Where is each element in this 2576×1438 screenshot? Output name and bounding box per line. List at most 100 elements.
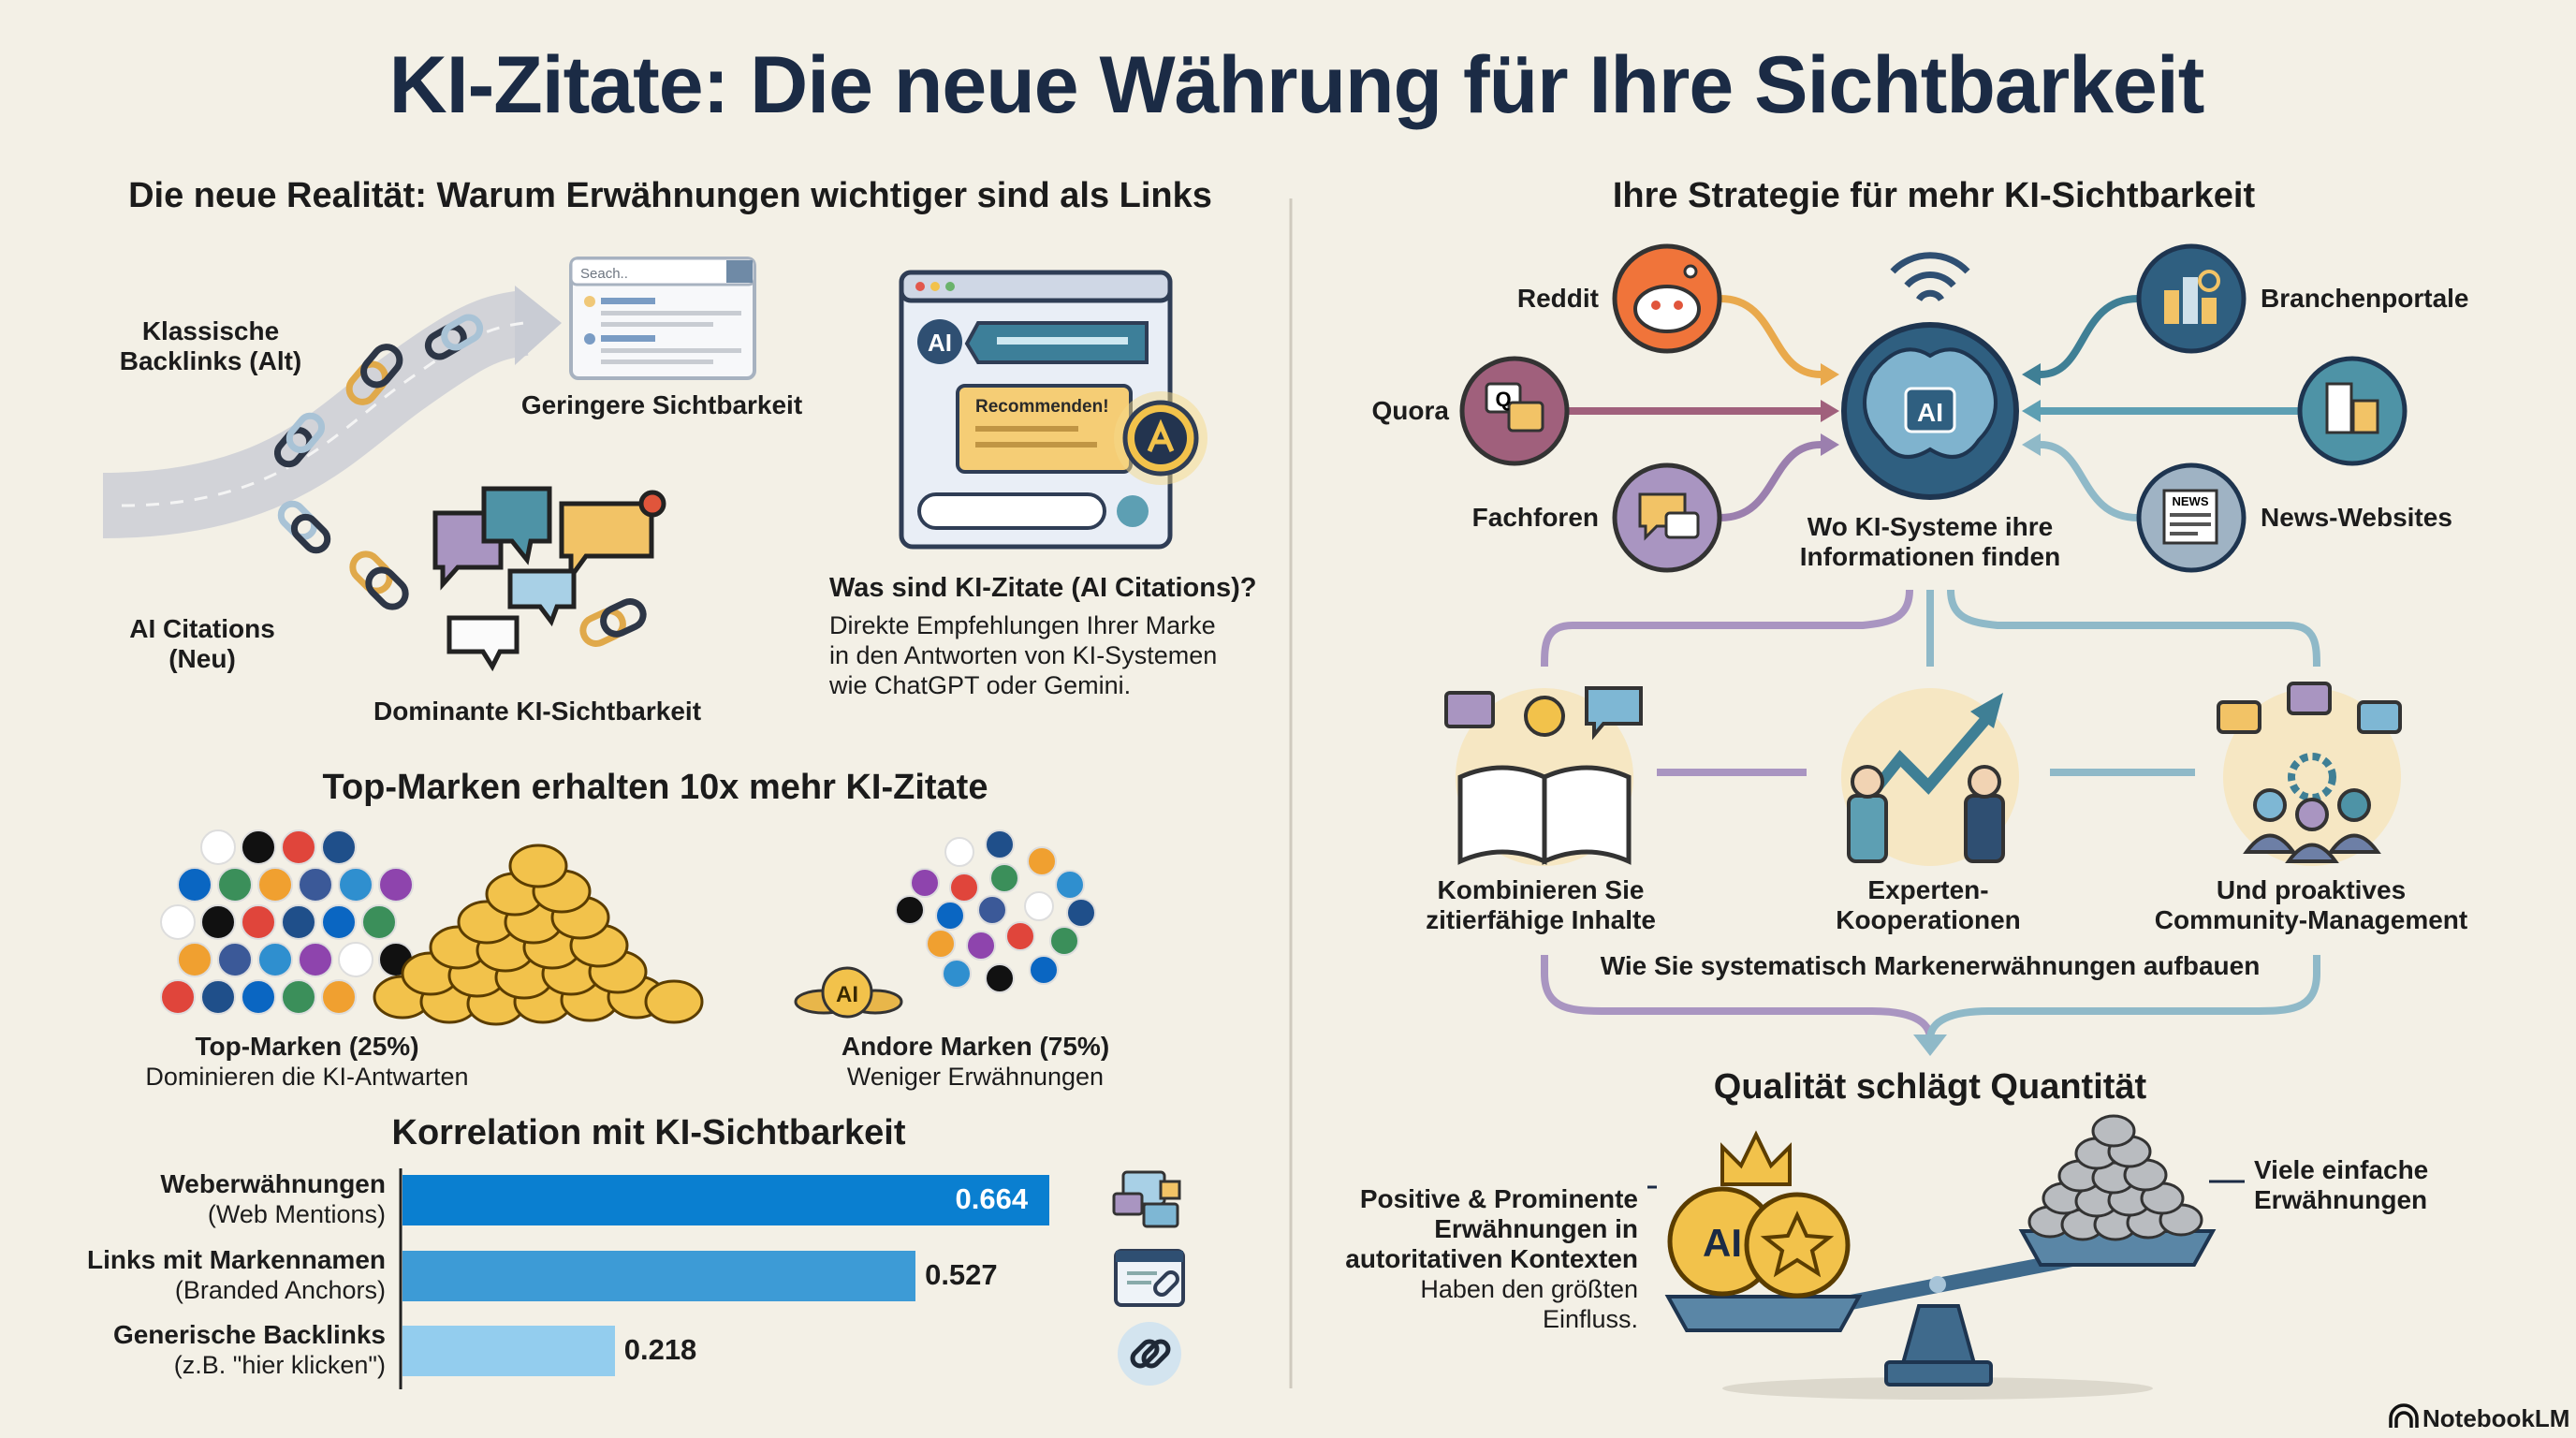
bar-category-label: Generische Backlinks (z.B. "hier klicken"… <box>113 1320 386 1380</box>
normal-line: Einfluss. <box>1542 1305 1638 1333</box>
chat-bubbles-illustration <box>432 486 666 672</box>
label-line: Erwähnungen <box>2254 1185 2428 1214</box>
notebooklm-logo-icon <box>2389 1403 2419 1428</box>
body-line: Direkte Empfehlungen Ihrer Marke <box>829 611 1216 639</box>
web-link-icon <box>1114 1249 1185 1307</box>
brand-logo-icon <box>926 929 956 959</box>
brand-logo-icon <box>1066 898 1096 928</box>
chain-link-icons <box>273 314 647 647</box>
category-sub: (z.B. "hier klicken") <box>173 1351 386 1379</box>
silver-coin-icon <box>2091 1114 2136 1148</box>
brain-badge: AI <box>1917 398 1943 427</box>
chart-title: Korrelation mit KI-Sichtbarkeit <box>391 1113 906 1152</box>
brand-logo-icon <box>160 979 196 1015</box>
road-arrow-illustration <box>102 286 562 538</box>
top-brands-heading: Top-Marken erhalten 10x mehr KI-Zitate <box>322 768 988 807</box>
brand-logo-icon <box>281 829 316 865</box>
body-line: in den Antworten von KI-Systemen <box>829 641 1218 669</box>
page-title: KI-Zitate: Die neue Währung für Ihre Sic… <box>388 40 2205 130</box>
brand-logo-icon <box>949 873 979 902</box>
brand-logo-icon <box>910 868 940 898</box>
source-label-fachforen: Fachforen <box>1471 503 1599 532</box>
brand-logo-icon <box>200 904 236 940</box>
coin-label: AI <box>836 982 858 1007</box>
crown-icon <box>1720 1130 1792 1186</box>
source-label-news: News-Websites <box>2261 503 2452 532</box>
chart-bar <box>402 1326 615 1376</box>
brand-logo-icon <box>241 829 276 865</box>
dominant-visibility-label: Dominante KI-Sichtbarkeit <box>373 697 702 726</box>
caption-sub: Weniger Erwähnungen <box>846 1063 1105 1091</box>
label-line: Community-Management <box>2154 905 2468 934</box>
search-results-illustration: Seach.. <box>569 257 756 380</box>
brand-logo-icon <box>989 863 1019 893</box>
category-sub: (Web Mentions) <box>207 1200 386 1228</box>
caption-title: Andore Marken (75%) <box>841 1032 1110 1061</box>
brand-logo-icon <box>241 979 276 1015</box>
brand-logo-icon <box>241 904 276 940</box>
lower-visibility-label: Geringere Sichtbarkeit <box>520 390 803 419</box>
brand-logo-icon <box>200 829 236 865</box>
search-placeholder: Seach.. <box>580 266 628 282</box>
quality-heading: Qualität schlägt Quantität <box>1713 1067 2147 1107</box>
bar-value-label: 0.664 <box>955 1182 1029 1215</box>
quality-right-text: Viele einfache Erwähnungen <box>2254 1155 2428 1215</box>
brand-logo-icon <box>257 942 293 977</box>
news-icon: NEWS <box>2136 462 2247 573</box>
brand-logo-icon <box>1027 846 1057 876</box>
chart-bar <box>402 1175 1049 1225</box>
category-name: Generische Backlinks <box>112 1320 386 1349</box>
brand-logo-icon <box>200 979 236 1015</box>
brand-logo-icon <box>985 829 1015 859</box>
brand-logo-icon <box>378 867 414 902</box>
label-line: Viele einfache <box>2254 1155 2429 1184</box>
handshake-growth-illustration <box>1841 688 2019 866</box>
news-badge: NEWS <box>2173 494 2209 508</box>
strategy-connectors <box>1541 589 2320 1056</box>
ai-brain-icon: AI <box>1841 252 2019 500</box>
category-sub: (Branded Anchors) <box>174 1276 386 1304</box>
coin-icon <box>644 979 704 1024</box>
small-coin-illustration: AI <box>794 966 903 1019</box>
brand-logo-icon <box>935 901 965 931</box>
caption-title: Top-Marken (25%) <box>195 1032 419 1061</box>
classic-backlinks-label: Klassische Backlinks (Alt) <box>120 316 302 376</box>
brand-logo-icon <box>985 963 1015 993</box>
brand-logo-icon <box>321 979 357 1015</box>
brand-logo-icon <box>160 904 196 940</box>
coin-pile-illustration <box>373 844 704 1026</box>
brand-logo-icon <box>217 942 253 977</box>
label-line: Kombinieren Sie <box>1437 875 1645 904</box>
industry-portal-icon <box>2136 243 2247 354</box>
brand-logo-icon <box>895 895 925 925</box>
book-idea-illustration <box>1444 686 1643 866</box>
other-brands-caption: Andore Marken (75%) Weniger Erwähnungen <box>842 1032 1109 1092</box>
brand-logo-icon <box>298 867 333 902</box>
notebooklm-brand: NotebookLM <box>2422 1404 2570 1432</box>
chain-link-icon <box>1118 1322 1181 1386</box>
brand-logo-icon <box>1024 891 1054 921</box>
brand-logo-icon <box>338 867 373 902</box>
brand-logo-icon <box>338 942 373 977</box>
left-heading: Die neue Realität: Warum Erwähnungen wic… <box>128 176 1212 215</box>
steps-caption: Wie Sie systematisch Markenerwähnungen a… <box>1600 951 2261 980</box>
buildings-icon <box>2297 356 2408 466</box>
label-line: Kooperationen <box>1836 905 2021 934</box>
brand-logo-icon <box>966 931 996 961</box>
brand-logo-icon <box>1049 926 1079 956</box>
step-label-content: Kombinieren Sie zitierfähige Inhalte <box>1426 875 1656 935</box>
label-line: (Neu) <box>168 644 236 673</box>
reddit-icon <box>1612 243 1722 354</box>
brand-logo-icon <box>361 904 397 940</box>
bar-value-label: 0.527 <box>925 1258 998 1291</box>
brand-logo-icon <box>177 942 212 977</box>
label-line: zitierfähige Inhalte <box>1426 905 1656 934</box>
community-illustration <box>2217 682 2402 866</box>
ai-citations-label: AI Citations (Neu) <box>129 614 275 674</box>
brand-logo-icon <box>177 867 212 902</box>
label-line: Und proaktives <box>2216 875 2407 904</box>
bar-value-label: 0.218 <box>623 1333 697 1366</box>
brand-logo-icon <box>977 895 1007 925</box>
bold-line: autoritativen Kontexten <box>1345 1244 1638 1273</box>
coin-icon <box>508 844 568 888</box>
